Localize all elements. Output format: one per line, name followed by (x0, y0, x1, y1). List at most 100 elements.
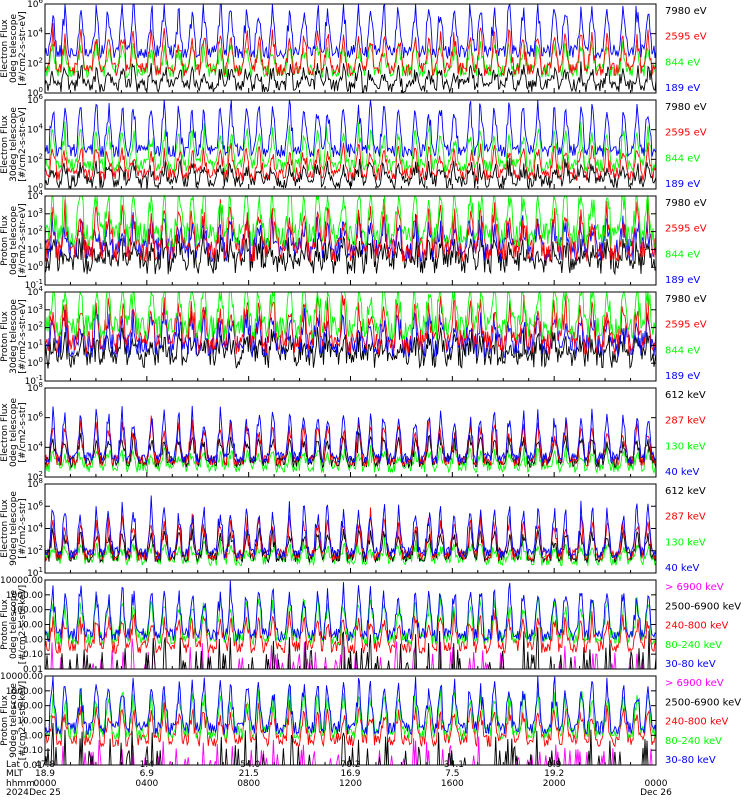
panel-ylabel: MEPEDProton Flux90deg telescope[#/cm2-s-… (0, 681, 28, 760)
panel-5: 102104106108MEPEDElectron Flux0deg teles… (0, 381, 706, 483)
y-tick-label: 102 (27, 544, 43, 557)
legend-entry: 189 eV (665, 275, 700, 286)
y-tick-label: 1.00 (23, 731, 43, 741)
y-tick-label: 102 (27, 56, 43, 69)
series-red-line (44, 23, 657, 77)
legend-entry: 2595 eV (665, 320, 707, 331)
y-tick-label: 1.00 (23, 635, 43, 645)
x-axis-mlt-label: 7.5 (445, 769, 459, 779)
x-axis-mlt-label: 18.9 (35, 769, 55, 779)
y-tick-label: 100.00 (12, 702, 44, 712)
series-red-line (44, 195, 657, 263)
series-black-line (44, 230, 656, 276)
panel-ylabel: TEDElectron Flux0deg telescope[#/cm2-s-s… (0, 11, 28, 86)
legend-entry: 40 keV (665, 467, 699, 478)
series-green-line (44, 444, 657, 475)
x-axis-hhmm-label: 1600 (441, 779, 464, 789)
y-tick-label: 10.00 (17, 621, 43, 631)
legend-entry: > 6900 keV (665, 678, 724, 689)
legend-entry: 844 eV (665, 153, 700, 164)
x-axis-mlt-label: 16.9 (340, 769, 360, 779)
x-axis-lat-label: -54.0 (237, 760, 261, 770)
y-tick-label: 0.10 (23, 746, 43, 756)
y-tick-label: 10000.00 (0, 672, 43, 682)
x-axis-lat-label: 70.2 (340, 760, 360, 770)
series-red-line (44, 291, 657, 355)
legend-entry: 612 keV (665, 390, 706, 401)
panel-1: 100102104106TEDElectron Flux0deg telesco… (0, 0, 707, 99)
legend-entry: 287 keV (665, 416, 706, 427)
panel-4: 10-1100101102103104TEDProton Flux30deg t… (0, 285, 707, 387)
x-row-label: Lat (6, 760, 21, 770)
y-tick-label: 102 (27, 321, 43, 334)
y-tick-label: 103 (27, 303, 43, 316)
legend-entry: 2500-6900 keV (665, 601, 741, 612)
panel-7: 0.01 0.10 1.00 10.00 100.00 1000.00 10000.00ME… (0, 576, 741, 675)
legend-entry: 7980 eV (665, 6, 707, 17)
legend-entry: 80-240 keV (665, 640, 722, 651)
y-tick-label: 106 (27, 411, 43, 424)
legend-entry: 80-240 keV (665, 736, 722, 747)
y-tick-label: 100 (27, 356, 43, 369)
panel-6: 101102104106108MEPEDElectron Flux90deg t… (0, 477, 706, 579)
y-tick-label: 100.00 (12, 606, 44, 616)
legend-entry: 844 eV (665, 345, 700, 356)
legend-entry: 240-800 keV (665, 717, 729, 728)
legend-entry: 189 eV (665, 83, 700, 94)
y-tick-label: 0.01 (23, 761, 43, 771)
panel-8: 0.01 0.10 1.00 10.00 100.00 1000.00 10000.00ME… (0, 672, 741, 771)
legend-entry: 612 keV (665, 486, 706, 497)
x-axis-hhmm-label: 0000 (34, 779, 57, 789)
y-tick-label: 106 (27, 499, 43, 512)
panel-2: 100102104106TEDElectron Flux30deg telesc… (0, 93, 707, 195)
y-tick-label: 101 (27, 242, 43, 255)
x-axis-lat-label: -34.1 (441, 760, 464, 770)
series-red-line (44, 699, 657, 749)
y-tick-label: 100 (27, 260, 43, 273)
legend-entry: 189 eV (665, 371, 700, 382)
legend-entry: 7980 eV (665, 102, 707, 113)
legend-entry: 2595 eV (665, 32, 707, 43)
panel-ylabel: MEPEDProton Flux0deg telescope[#/cm2-s-s… (0, 585, 28, 664)
legend-entry: 189 eV (665, 179, 700, 190)
legend-entry: 240-800 keV (665, 621, 729, 632)
series-green-line (44, 38, 657, 79)
panel-ylabel: TEDProton Flux0deg telescope[#/cm2-s-str… (0, 203, 28, 278)
series-red-line (44, 608, 657, 655)
series-blue-line (44, 2, 657, 60)
series-green-line (44, 194, 657, 249)
y-tick-label: 102 (27, 225, 43, 238)
y-tick-label: 103 (27, 207, 43, 220)
legend-entry: 844 eV (665, 57, 700, 68)
y-tick-label: 10.00 (17, 717, 43, 727)
series-blue-line (44, 99, 657, 159)
x-axis-hhmm-label: 0000 (645, 779, 668, 789)
y-tick-label: 101 (27, 338, 43, 351)
x-axis-hhmm-label: 2000 (543, 779, 566, 789)
x-row-label: MLT (6, 769, 24, 779)
x-axis-hhmm-label: 0800 (237, 779, 260, 789)
y-tick-label: 10000.00 (0, 576, 43, 586)
series-blue-line (44, 405, 657, 465)
panel-ylabel: MEPEDElectron Flux0deg telescope[#/cm2-s… (0, 398, 28, 468)
panel-ylabel: MEPEDElectron Flux90deg telescope[#/cm2-… (0, 491, 28, 566)
series-green-line (44, 685, 657, 741)
legend-entry: 2595 eV (665, 128, 707, 139)
series-blue-line (44, 675, 657, 736)
legend-entry: 7980 eV (665, 294, 707, 305)
x-axis-lat-label: 0.9 (547, 760, 562, 770)
series-red-line (44, 415, 657, 468)
legend-entry: 30-80 keV (665, 755, 716, 766)
x-axis-hhmm-label: 1200 (339, 779, 362, 789)
y-tick-label: 0.01 (23, 665, 43, 675)
series-green-line (44, 121, 657, 174)
y-tick-label: 104 (27, 123, 43, 136)
legend-entry: 2595 eV (665, 224, 707, 235)
x-axis-date-label: Dec 26 (640, 788, 672, 798)
legend-entry: 7980 eV (665, 198, 707, 209)
legend-entry: 130 keV (665, 441, 706, 452)
panel-ylabel: TEDElectron Flux30deg telescope[#/cm2-s-… (0, 107, 28, 182)
series-blue-line (44, 580, 657, 643)
x-row-label: hhmm (6, 779, 35, 789)
